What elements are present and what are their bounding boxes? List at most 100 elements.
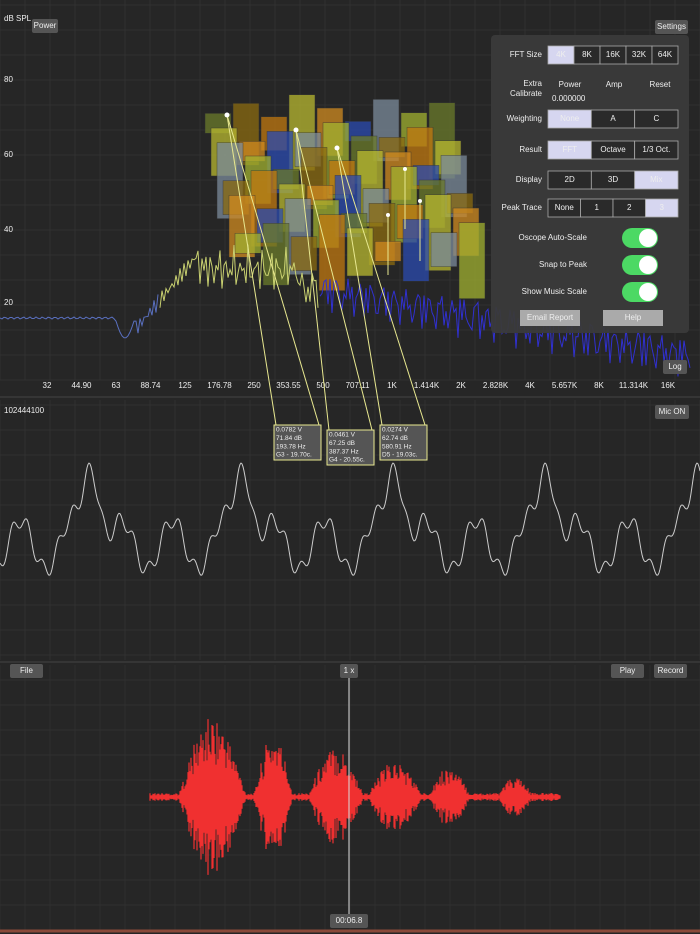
toggle-label: Snap to Peak [539,260,588,269]
toggle-knob[interactable] [639,229,657,247]
segment-label[interactable]: 16K [606,50,621,59]
segment-label[interactable]: FFT [562,145,577,154]
power-button-bg[interactable] [32,19,58,33]
calibrate-value: 0.000000 [552,94,586,103]
peak-text: G4 - 20.55c. [329,457,365,464]
x-tick-label: 353.55 [276,381,301,390]
x-tick-label: 4K [525,381,535,390]
segment-label[interactable]: 3D [608,175,618,184]
setting-label: Display [516,175,542,184]
time-label-bg[interactable] [330,914,368,928]
file-button[interactable]: File [20,666,33,675]
x-tick-label: 32 [43,381,52,390]
spectrum-block [402,219,430,282]
segment-label[interactable]: 8K [582,50,592,59]
setting-label: Extra Calibrate [510,79,543,98]
segment[interactable] [634,170,679,190]
file-button-bg[interactable] [10,664,43,678]
spectrum-block [290,236,318,271]
setting-label: FFT Size [510,50,543,59]
segment[interactable] [645,198,679,218]
label-line: Calibrate [510,89,543,98]
segment-label[interactable]: 64K [658,50,673,59]
segment-label[interactable]: Mix [650,175,662,184]
x-tick-label: 88.74 [140,381,161,390]
y-tick-label: 40 [4,225,13,234]
segment-label[interactable]: C [653,114,659,123]
settings-button-bg[interactable] [655,20,688,34]
play-button[interactable]: Play [620,666,636,675]
calibrate-link[interactable]: Amp [606,80,623,89]
segment[interactable] [634,140,679,160]
peak-text: 62.74 dB [382,435,408,442]
y-tick-label: 60 [4,150,13,159]
segment-label[interactable]: Octave [600,145,626,154]
segment-label[interactable]: None [555,203,575,212]
x-tick-label: 707.11 [346,381,370,390]
segment-label[interactable]: 2 [627,203,632,212]
peak-dot [386,213,390,217]
peak-dot [293,127,299,133]
panel-button[interactable] [603,310,663,326]
panel-button[interactable] [520,310,580,326]
segment-label[interactable]: 4K [556,50,566,59]
mic-button[interactable]: Mic ON [659,407,686,416]
power-button[interactable]: Power [34,21,57,30]
segment-label[interactable]: 2D [565,175,575,184]
toggle-knob[interactable] [639,256,657,274]
segment-label[interactable]: 1/3 Oct. [642,145,670,154]
peak-box [379,424,428,461]
play-button-bg[interactable] [611,664,644,678]
x-tick-label: 2.828K [483,381,509,390]
x-tick-label: 5.657K [552,381,578,390]
recorder-wave [149,719,561,875]
panel-button-label[interactable]: Help [625,313,642,322]
spectrum-block [458,222,486,299]
calibrate-link[interactable]: Power [559,80,582,89]
record-button[interactable]: Record [658,666,684,675]
peak-text: D5 - 19.03c. [382,452,418,459]
settings-button[interactable]: Settings [657,22,686,31]
x-tick-label: 16K [661,381,676,390]
peak-line [336,147,383,426]
segment[interactable] [634,109,679,129]
peak-text: 67.25 dB [329,440,355,447]
toggle-knob[interactable] [639,283,657,301]
peak-dot [418,199,422,203]
x-tick-label: 8K [594,381,604,390]
record-button-bg[interactable] [654,664,687,678]
peak-text: 0.0274 V [382,427,409,434]
segment-label[interactable]: 3 [660,203,665,212]
setting-label: Peak Trace [502,203,543,212]
x-tick-label: 44.90 [71,381,92,390]
calibrate-link[interactable]: Reset [650,80,672,89]
mic-button-bg[interactable] [655,405,689,419]
spectrum-block [430,232,458,267]
panel-button-label[interactable]: Email Report [527,313,574,322]
x-tick-label: 63 [112,381,121,390]
segment-label[interactable]: A [610,114,616,123]
segment-label[interactable]: 32K [632,50,647,59]
peak-text: 387.37 Hz [329,448,359,455]
peak-text: 0.0461 V [329,432,356,439]
log-button-bg[interactable] [663,360,687,374]
zoom-button-bg[interactable] [340,664,358,678]
peak-text: 0.0782 V [276,427,303,434]
x-tick-label: 2K [456,381,466,390]
y-tick-label: 80 [4,75,13,84]
peak-text: 71.84 dB [276,435,302,442]
oscope-label: 102444100 [4,406,45,415]
oscope-wave [0,462,700,576]
time-label[interactable]: 00:06.8 [336,916,363,925]
y-tick-label: 20 [4,298,13,307]
segment-label[interactable]: None [560,114,580,123]
x-tick-label: 500 [316,381,330,390]
peak-dot [334,145,340,151]
peak-text: 193.78 Hz [276,443,306,450]
zoom-button[interactable]: 1 x [344,666,355,675]
spectrum-curve [159,244,319,308]
peak-dot [224,112,230,118]
log-button[interactable]: Log [668,362,681,371]
segment[interactable] [651,45,679,65]
segment-label[interactable]: 1 [595,203,600,212]
